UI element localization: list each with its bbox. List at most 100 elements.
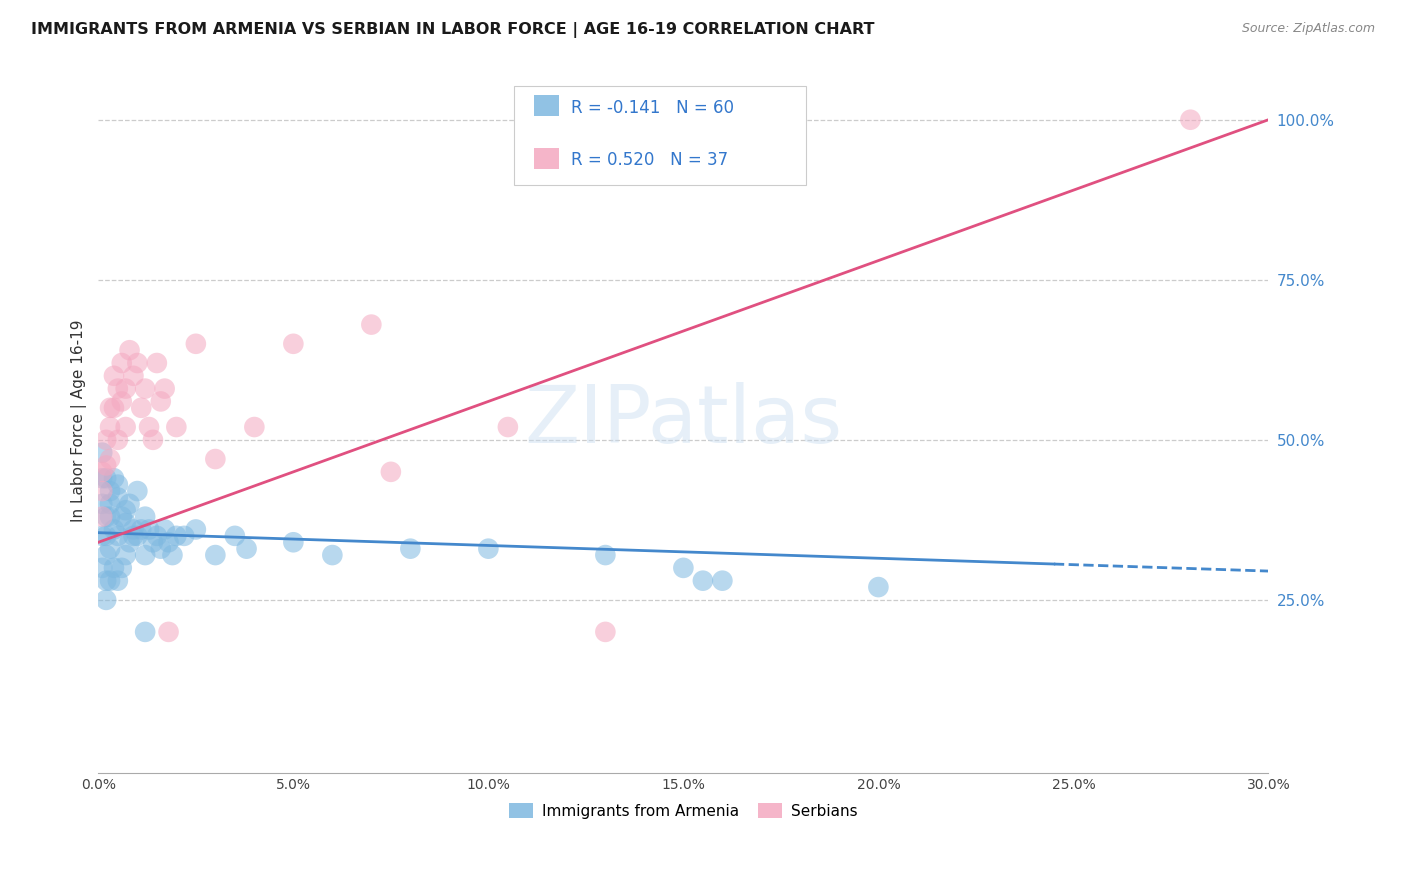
Point — [111, 394, 134, 409]
Point — [149, 541, 172, 556]
Point — [98, 541, 121, 556]
Point — [360, 318, 382, 332]
Point — [127, 484, 149, 499]
Point — [94, 509, 117, 524]
Point — [157, 624, 180, 639]
Point — [224, 529, 246, 543]
FancyBboxPatch shape — [534, 147, 560, 169]
Point — [127, 529, 149, 543]
Point — [107, 382, 129, 396]
Point — [138, 523, 160, 537]
Point — [98, 497, 121, 511]
Point — [107, 529, 129, 543]
Point — [1180, 112, 1202, 127]
Point — [103, 368, 125, 383]
Point — [122, 523, 145, 537]
Point — [98, 509, 121, 524]
Point — [107, 433, 129, 447]
Point — [114, 548, 136, 562]
Point — [165, 529, 187, 543]
Point — [134, 382, 156, 396]
Point — [98, 484, 121, 499]
Y-axis label: In Labor Force | Age 16-19: In Labor Force | Age 16-19 — [72, 319, 87, 522]
Point — [107, 491, 129, 505]
Legend: Immigrants from Armenia, Serbians: Immigrants from Armenia, Serbians — [502, 797, 865, 825]
Point — [157, 535, 180, 549]
Point — [111, 561, 134, 575]
FancyBboxPatch shape — [534, 95, 560, 117]
Point — [91, 445, 114, 459]
Point — [153, 382, 176, 396]
Point — [94, 593, 117, 607]
Point — [98, 452, 121, 467]
Point — [165, 420, 187, 434]
Point — [477, 541, 499, 556]
Point — [94, 574, 117, 588]
Point — [103, 561, 125, 575]
Point — [114, 503, 136, 517]
Text: R = 0.520   N = 37: R = 0.520 N = 37 — [571, 151, 728, 169]
Point — [94, 433, 117, 447]
Text: Source: ZipAtlas.com: Source: ZipAtlas.com — [1241, 22, 1375, 36]
Point — [399, 541, 422, 556]
Point — [118, 535, 141, 549]
Point — [138, 420, 160, 434]
Point — [103, 523, 125, 537]
Point — [118, 343, 141, 358]
Point — [91, 561, 114, 575]
Point — [94, 548, 117, 562]
Point — [111, 356, 134, 370]
Point — [98, 401, 121, 415]
Point — [122, 529, 145, 543]
Point — [235, 541, 257, 556]
Point — [91, 471, 114, 485]
Text: IMMIGRANTS FROM ARMENIA VS SERBIAN IN LABOR FORCE | AGE 16-19 CORRELATION CHART: IMMIGRANTS FROM ARMENIA VS SERBIAN IN LA… — [31, 22, 875, 38]
Point — [380, 465, 402, 479]
Point — [868, 580, 890, 594]
Point — [321, 548, 343, 562]
Point — [91, 484, 114, 499]
Point — [184, 336, 207, 351]
Point — [91, 529, 114, 543]
Point — [146, 356, 169, 370]
Point — [283, 535, 305, 549]
Point — [114, 420, 136, 434]
Point — [111, 509, 134, 524]
Point — [103, 471, 125, 485]
Point — [184, 523, 207, 537]
Point — [129, 401, 152, 415]
Point — [204, 452, 226, 467]
Point — [142, 535, 165, 549]
Text: ZIPatlas: ZIPatlas — [524, 382, 842, 459]
Point — [129, 523, 152, 537]
Point — [98, 420, 121, 434]
Point — [127, 356, 149, 370]
Point — [711, 574, 734, 588]
Point — [114, 382, 136, 396]
Point — [103, 401, 125, 415]
Point — [162, 548, 184, 562]
Point — [204, 548, 226, 562]
Point — [91, 509, 114, 524]
Point — [122, 368, 145, 383]
Point — [98, 574, 121, 588]
Text: R = -0.141   N = 60: R = -0.141 N = 60 — [571, 99, 734, 117]
Point — [692, 574, 714, 588]
Point — [142, 433, 165, 447]
Point — [149, 394, 172, 409]
Point — [146, 529, 169, 543]
Point — [595, 548, 617, 562]
Point — [94, 529, 117, 543]
Point — [173, 529, 195, 543]
Point — [94, 471, 117, 485]
Point — [496, 420, 519, 434]
Point — [114, 516, 136, 530]
Point — [91, 497, 114, 511]
Point — [107, 574, 129, 588]
Point — [283, 336, 305, 351]
FancyBboxPatch shape — [513, 87, 806, 185]
Point — [94, 458, 117, 473]
Point — [118, 497, 141, 511]
Point — [134, 509, 156, 524]
Point — [672, 561, 695, 575]
